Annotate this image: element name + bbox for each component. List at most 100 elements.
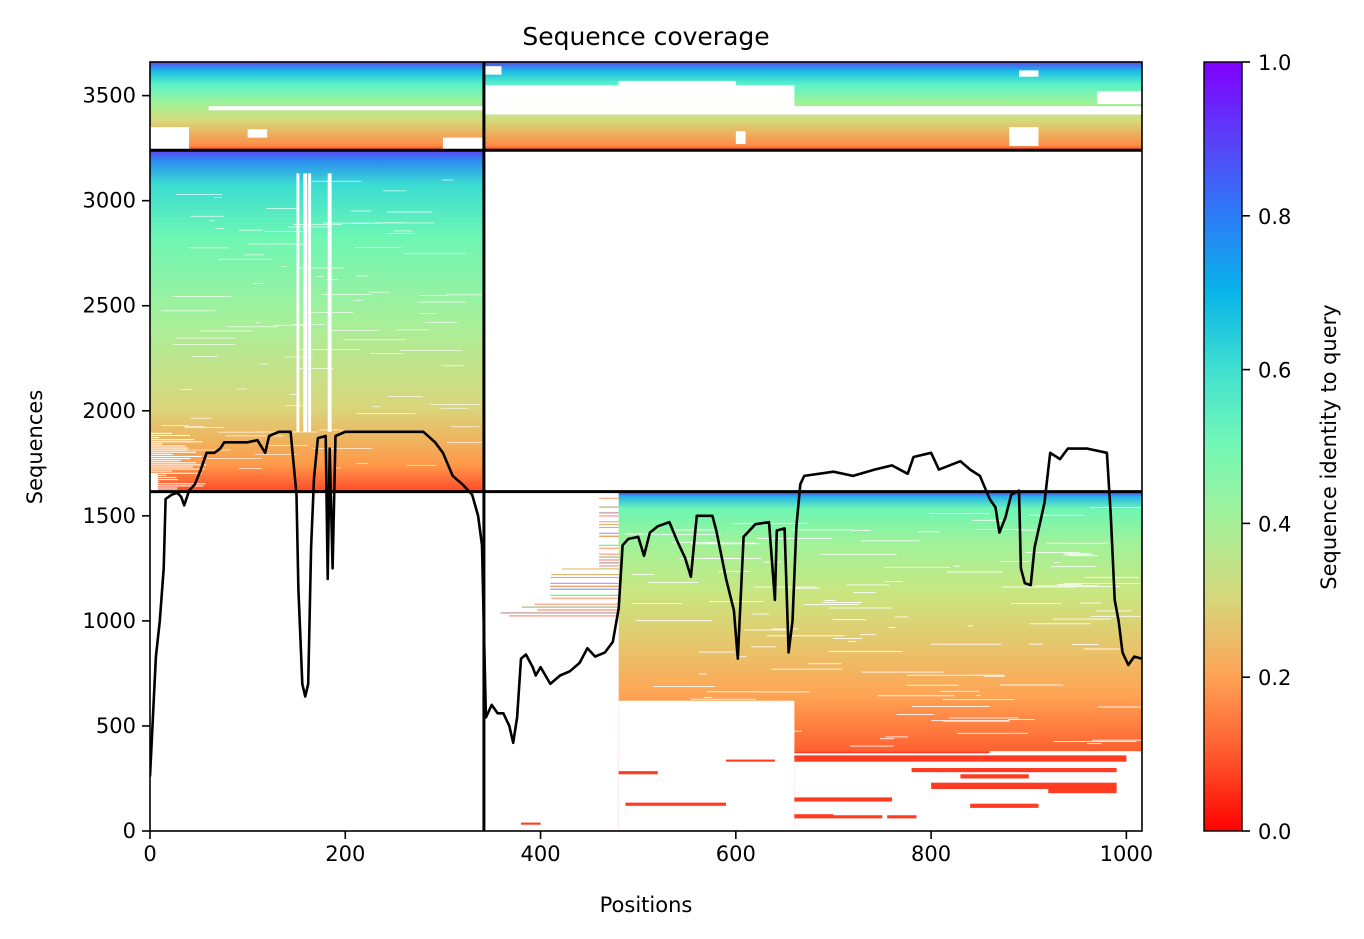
gap-streak [175, 337, 235, 339]
gap-streak [707, 691, 757, 693]
aligned-row [517, 588, 619, 590]
gap-streak [238, 229, 263, 231]
gap-region [150, 472, 202, 474]
gap-region [150, 453, 173, 455]
gap-streak [943, 720, 1010, 722]
gap-streak [1050, 566, 1097, 568]
aligned-row [561, 568, 619, 570]
gap-streak [161, 425, 189, 426]
gap-streak [894, 616, 908, 618]
gap-streak [930, 643, 1002, 645]
gap-streak [1057, 584, 1082, 586]
gap-streak [253, 283, 266, 284]
gap-streak [907, 684, 959, 686]
gap-streak [190, 215, 224, 217]
alignment-gaps [150, 66, 1142, 831]
y-tick-label: 3500 [83, 84, 136, 108]
gap-streak [1063, 583, 1140, 584]
gap-region [618, 700, 795, 831]
gap-streak [417, 301, 467, 303]
aligned-fragment [625, 802, 727, 806]
gap-region [208, 106, 484, 111]
gap-region [150, 464, 207, 466]
gap-streak [1011, 602, 1062, 604]
gap-region [150, 455, 202, 458]
gap-streak [751, 730, 803, 732]
y-tick-label: 2500 [83, 294, 136, 318]
gap-streak [225, 435, 284, 437]
gap-streak [368, 291, 391, 293]
gap-streak [441, 365, 464, 367]
gap-streak [753, 586, 817, 588]
gap-streak [828, 607, 892, 609]
gap-streak [307, 312, 354, 313]
gap-streak [191, 355, 219, 357]
gap-streak [853, 592, 876, 593]
gap-streak [265, 208, 299, 209]
gap-streak [445, 294, 484, 296]
gap-region [1018, 70, 1039, 77]
gap-streak [970, 674, 1005, 676]
gap-streak [247, 243, 305, 245]
aligned-row [546, 582, 619, 584]
aligned-fragment [794, 755, 1127, 762]
colorbar-tick-label: 0.4 [1258, 512, 1291, 536]
gap-streak [791, 529, 852, 531]
gap-streak [956, 732, 1028, 734]
gap-streak [755, 691, 810, 693]
gap-streak [942, 699, 1015, 701]
colorbar-tick-label: 1.0 [1258, 51, 1291, 75]
gap-streak [214, 197, 222, 198]
gap-streak [283, 356, 314, 358]
gap-streak [450, 426, 480, 428]
gap-streak [382, 190, 407, 192]
gap-streak [440, 407, 468, 409]
gap-streak [441, 179, 454, 181]
gap-streak [939, 690, 980, 692]
gap-streak [1092, 739, 1142, 741]
gap-streak [264, 445, 308, 446]
gap-streak [447, 442, 484, 443]
gap-streak [429, 404, 481, 405]
gap-streak [820, 553, 897, 555]
x-axis-ticks: 0 200 400 600 800 1000 [143, 831, 1153, 866]
gap-streak [351, 223, 369, 224]
gap-streak [344, 339, 407, 341]
gap-region [1097, 91, 1142, 105]
gap-streak [280, 266, 286, 267]
gap-streak [327, 173, 332, 432]
gap-streak [383, 222, 402, 224]
x-tick-label: 200 [325, 842, 365, 866]
gap-region [150, 451, 197, 453]
gap-streak [373, 222, 435, 224]
gap-region [150, 470, 173, 472]
gap-streak [298, 349, 361, 350]
gap-streak [885, 736, 909, 738]
y-tick-label: 1000 [83, 609, 136, 633]
gap-region [442, 137, 484, 151]
gap-streak [803, 604, 860, 606]
y-tick-label: 3000 [83, 189, 136, 213]
gap-streak [1097, 706, 1142, 708]
gap-streak [299, 368, 334, 369]
gap-streak [772, 628, 799, 630]
gap-streak [983, 675, 1005, 677]
y-tick-label: 0 [123, 819, 136, 843]
gap-streak [370, 353, 403, 354]
gap-streak [1079, 602, 1102, 604]
plot-frame [149, 61, 1143, 832]
colorbar-label: Sequence identity to query [1317, 304, 1341, 589]
gap-streak [218, 431, 264, 433]
gap-streak [861, 540, 920, 542]
gap-streak [321, 294, 372, 295]
gap-streak [1071, 644, 1099, 645]
gap-streak [1008, 719, 1035, 720]
gap-region [150, 443, 162, 445]
gap-region [150, 462, 197, 464]
aligned-fragment [794, 814, 834, 819]
gap-streak [1046, 542, 1109, 544]
gap-region [150, 437, 160, 439]
aligned-row [551, 597, 619, 599]
gap-streak [698, 651, 735, 653]
gap-streak [207, 458, 262, 459]
